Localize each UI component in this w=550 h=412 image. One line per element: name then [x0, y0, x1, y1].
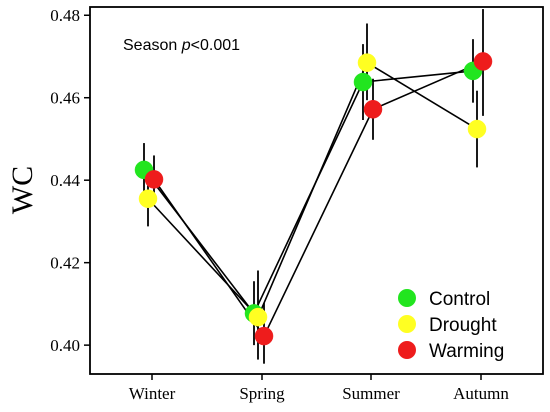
- series-points: [134, 52, 493, 346]
- data-point: [473, 52, 493, 71]
- data-point: [248, 307, 268, 327]
- data-point: [138, 189, 158, 208]
- y-axis-title: WC: [6, 166, 39, 214]
- legend-label: Control: [429, 289, 490, 310]
- data-point: [357, 53, 377, 72]
- legend-label: Warming: [429, 341, 504, 362]
- x-axis: Winter Spring Summer Autumn: [129, 374, 509, 403]
- legend-label: Drought: [429, 315, 497, 336]
- y-tick-label: 0.44: [50, 171, 80, 190]
- data-point: [254, 326, 274, 346]
- y-tick-label: 0.46: [50, 89, 80, 108]
- annotation-italic: p: [181, 37, 191, 54]
- legend-marker: [398, 289, 416, 307]
- y-tick-label: 0.42: [50, 254, 80, 273]
- annotation: Season p<0.001: [123, 37, 240, 54]
- data-point: [353, 72, 373, 92]
- annotation-prefix: Season: [123, 37, 182, 54]
- data-point: [363, 100, 383, 119]
- y-tick-label: 0.40: [50, 336, 80, 355]
- series-line-control: [143, 70, 474, 315]
- data-point: [467, 119, 487, 139]
- x-tick-label: Spring: [239, 384, 285, 403]
- annotation-suffix: <0.001: [191, 37, 240, 54]
- x-tick-label: Winter: [129, 384, 176, 403]
- x-tick-label: Autumn: [453, 384, 509, 403]
- legend-marker: [398, 315, 416, 333]
- legend-marker: [398, 341, 416, 359]
- y-tick-label: 0.48: [50, 6, 80, 25]
- x-tick-label: Summer: [342, 384, 400, 403]
- plot-frame: [89, 6, 544, 375]
- series-line-drought: [147, 61, 478, 319]
- series-line-warming: [153, 60, 484, 338]
- y-axis: 0.40 0.42 0.44 0.46 0.48: [50, 6, 90, 355]
- data-point: [144, 170, 164, 189]
- series-lines: [143, 60, 484, 338]
- legend: Control Drought Warming: [398, 289, 504, 362]
- series-layer: [134, 9, 493, 364]
